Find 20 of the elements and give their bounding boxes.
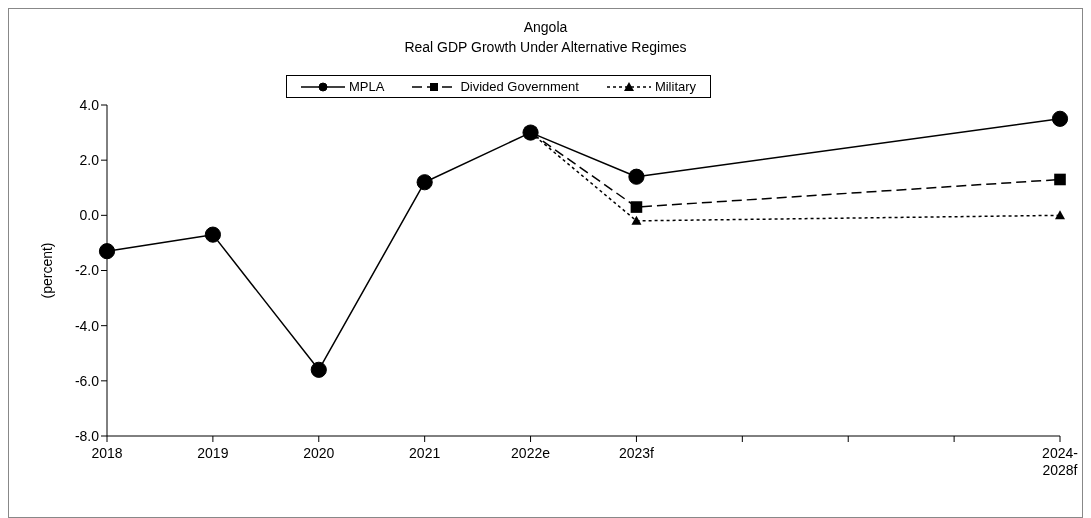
x-tick-label: 2018 bbox=[91, 445, 123, 461]
x-tick-label: 2020 bbox=[303, 445, 335, 461]
legend-label: Military bbox=[654, 79, 697, 94]
y-tick-label: -6.0 bbox=[74, 372, 100, 389]
legend-label: Divided Government bbox=[460, 79, 579, 94]
y-tick-label: -4.0 bbox=[74, 317, 100, 334]
y-tick-label: -8.0 bbox=[74, 427, 100, 444]
x-tick-label: 2024-2028f bbox=[1042, 445, 1079, 478]
x-tick-label: 2019 bbox=[197, 445, 229, 461]
y-axis-title: (percent) bbox=[38, 242, 55, 299]
chart-title: Angola bbox=[522, 18, 569, 37]
x-tick-label: 2023f bbox=[618, 445, 655, 461]
y-tick-label: -2.0 bbox=[74, 262, 100, 279]
chart-subtitle: Real GDP Growth Under Alternative Regimes bbox=[403, 38, 688, 57]
legend-label: MPLA bbox=[349, 79, 385, 94]
y-tick-label: 0.0 bbox=[79, 207, 100, 224]
y-tick-label: 2.0 bbox=[79, 152, 100, 169]
x-tick-label: 2021 bbox=[409, 445, 441, 461]
y-tick-label: 4.0 bbox=[79, 96, 100, 113]
x-tick-label: 2022e bbox=[511, 445, 551, 461]
